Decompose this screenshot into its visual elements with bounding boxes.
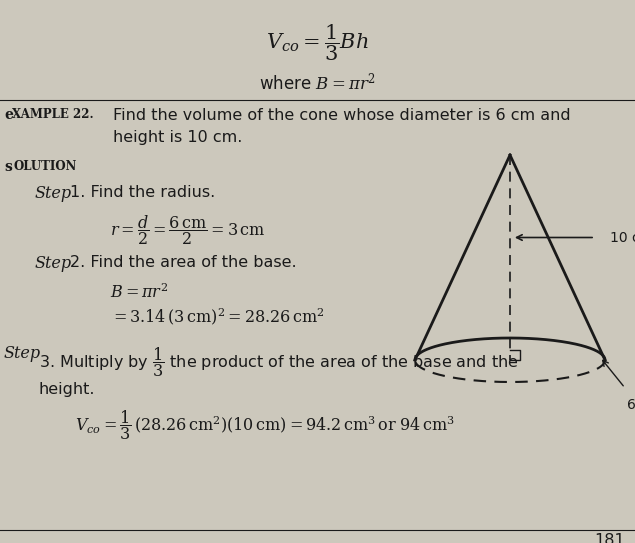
Text: Step: Step bbox=[4, 345, 41, 362]
Text: 3. Multiply by $\dfrac{1}{3}$ the product of the area of the base and the: 3. Multiply by $\dfrac{1}{3}$ the produc… bbox=[39, 345, 519, 379]
Text: Step: Step bbox=[35, 185, 72, 202]
Text: Find the volume of the cone whose diameter is 6 cm and: Find the volume of the cone whose diamet… bbox=[113, 108, 571, 123]
Text: XAMPLE 22.: XAMPLE 22. bbox=[12, 108, 93, 121]
Text: height.: height. bbox=[39, 382, 95, 397]
Text: 181: 181 bbox=[594, 533, 625, 543]
Text: 6 cm: 6 cm bbox=[627, 398, 635, 412]
Text: $= 3.14\,(3\,\mathrm{cm})^2 = 28.26\,\mathrm{cm}^2$: $= 3.14\,(3\,\mathrm{cm})^2 = 28.26\,\ma… bbox=[110, 306, 324, 327]
Text: e: e bbox=[4, 108, 13, 122]
Text: height is 10 cm.: height is 10 cm. bbox=[113, 130, 243, 145]
Text: 2. Find the area of the base.: 2. Find the area of the base. bbox=[70, 255, 297, 270]
Text: 1. Find the radius.: 1. Find the radius. bbox=[70, 185, 215, 200]
Text: Step: Step bbox=[35, 255, 72, 272]
Text: where $B = \pi r^2$: where $B = \pi r^2$ bbox=[258, 72, 375, 94]
Text: $V_{co} = \dfrac{1}{3}Bh$: $V_{co} = \dfrac{1}{3}Bh$ bbox=[265, 22, 368, 62]
Text: 10 cm: 10 cm bbox=[610, 230, 635, 244]
Text: $V_{co} = \dfrac{1}{3}\,(28.26\,\mathrm{cm}^2)(10\,\mathrm{cm}) = 94.2\,\mathrm{: $V_{co} = \dfrac{1}{3}\,(28.26\,\mathrm{… bbox=[75, 408, 455, 442]
Text: OLUTION: OLUTION bbox=[13, 160, 76, 173]
Text: s: s bbox=[4, 160, 12, 174]
Text: $r = \dfrac{d}{2} = \dfrac{6\,\mathrm{cm}}{2} = 3\,\mathrm{cm}$: $r = \dfrac{d}{2} = \dfrac{6\,\mathrm{cm… bbox=[110, 213, 265, 247]
Text: $B = \pi r^2$: $B = \pi r^2$ bbox=[110, 282, 168, 301]
